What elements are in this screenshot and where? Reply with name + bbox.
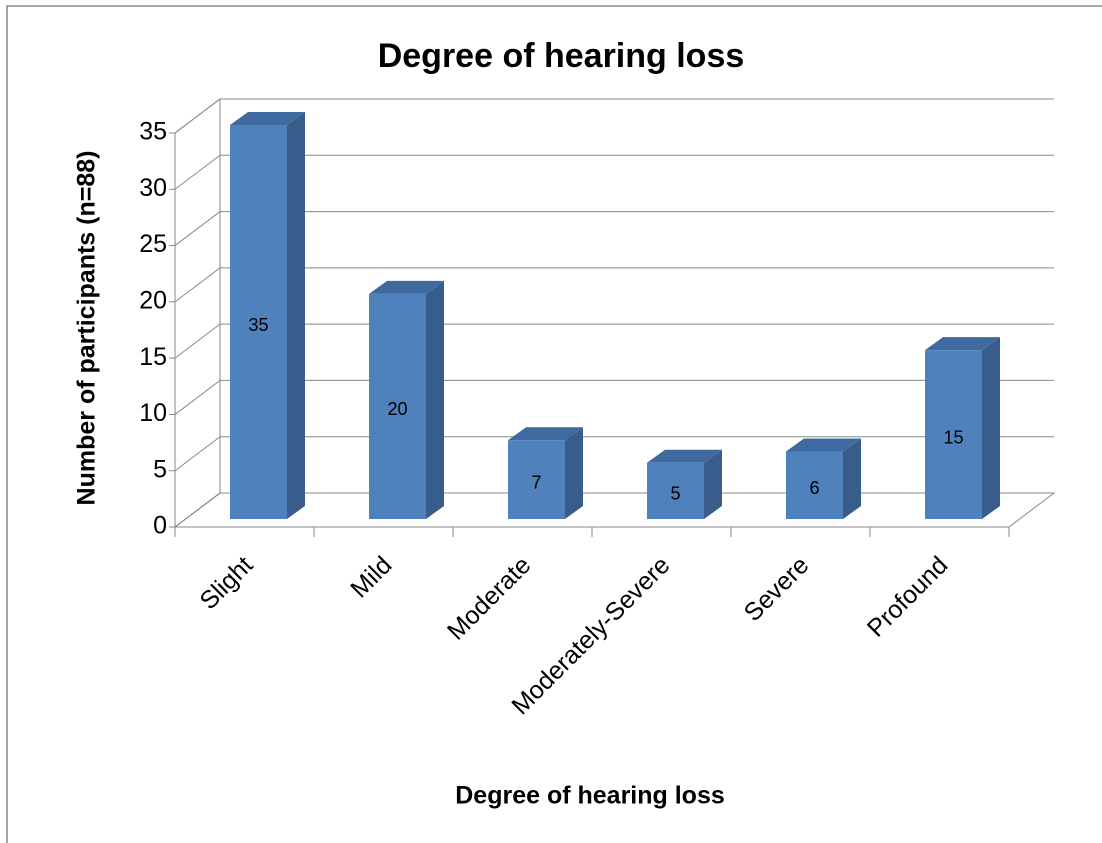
data-label: 15 bbox=[943, 427, 963, 447]
data-label: 35 bbox=[248, 315, 268, 335]
grid-line bbox=[174, 492, 221, 528]
floor bbox=[173, 492, 1056, 528]
bar bbox=[230, 125, 287, 519]
y-tick-label: 0 bbox=[153, 512, 167, 540]
grid-line bbox=[174, 436, 221, 472]
bar-side bbox=[426, 280, 444, 519]
data-label: 6 bbox=[809, 478, 819, 498]
y-axis-label: Number of participants (n=88) bbox=[73, 151, 101, 506]
bar bbox=[786, 451, 843, 519]
grid-line bbox=[174, 267, 221, 303]
bar-top bbox=[786, 438, 861, 452]
bar-top bbox=[369, 280, 444, 294]
x-tick-label: Moderate bbox=[442, 551, 536, 645]
bar-top bbox=[230, 112, 305, 125]
chart-border bbox=[6, 5, 1102, 843]
data-label: 5 bbox=[670, 484, 680, 504]
x-tick-label: Moderately-Severe bbox=[506, 551, 675, 720]
bar-side bbox=[287, 112, 305, 519]
x-axis-label: Degree of hearing loss bbox=[455, 782, 725, 810]
bar-top bbox=[647, 449, 722, 463]
grid-line bbox=[174, 154, 221, 190]
chart-title: Degree of hearing loss bbox=[378, 37, 745, 75]
y-tick-label: 15 bbox=[139, 343, 167, 371]
bar bbox=[508, 440, 565, 519]
data-label: 20 bbox=[387, 399, 407, 419]
bar-side bbox=[982, 337, 1000, 519]
bar-side bbox=[704, 449, 722, 519]
y-tick-label: 20 bbox=[139, 286, 167, 314]
grid-line bbox=[174, 211, 221, 246]
y-tick-label: 10 bbox=[139, 399, 167, 427]
data-label: 7 bbox=[531, 472, 541, 492]
y-tick-label: 35 bbox=[139, 118, 167, 146]
bar bbox=[369, 293, 426, 519]
bar-side bbox=[843, 438, 861, 519]
x-tick-label: Profound bbox=[862, 551, 954, 643]
x-tick-label: Mild bbox=[345, 551, 397, 603]
bar-top bbox=[925, 337, 1000, 351]
grid-line bbox=[174, 98, 221, 134]
back-wall bbox=[174, 97, 221, 529]
bar-side bbox=[565, 427, 583, 519]
grid-line bbox=[174, 380, 221, 415]
grid-line bbox=[174, 323, 221, 359]
x-tick-label: Severe bbox=[739, 551, 815, 627]
y-tick-label: 5 bbox=[153, 455, 167, 483]
bar bbox=[647, 462, 704, 519]
x-tick-label: Slight bbox=[194, 551, 258, 615]
bar bbox=[925, 350, 982, 519]
y-tick-label: 25 bbox=[139, 230, 167, 258]
bar-top bbox=[508, 427, 583, 441]
y-tick-label: 30 bbox=[139, 174, 167, 202]
